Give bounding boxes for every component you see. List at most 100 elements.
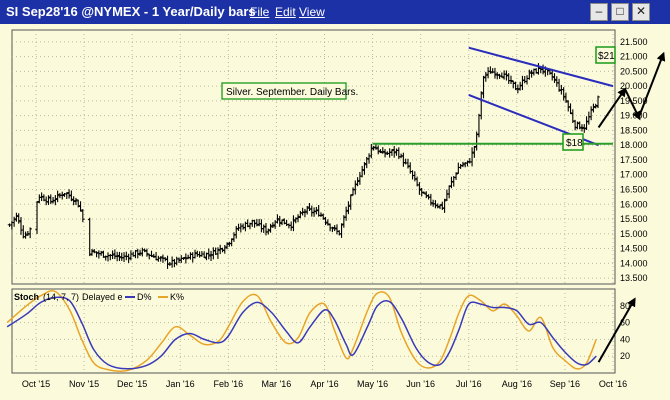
price-bar — [202, 251, 206, 259]
price-bar — [371, 145, 376, 151]
minimize-icon[interactable]: – — [590, 3, 608, 21]
menu-edit[interactable]: Edit — [275, 5, 296, 19]
price-bar — [330, 226, 335, 233]
price-bar — [435, 203, 440, 209]
price-bar — [305, 205, 310, 215]
price-bar — [117, 251, 122, 262]
price-bar — [573, 119, 577, 131]
price-bar — [575, 121, 580, 130]
projection-arrow — [638, 51, 666, 117]
price-bar — [296, 214, 300, 223]
price-bar — [53, 195, 58, 206]
price-bar — [591, 103, 596, 113]
price-bar — [209, 250, 213, 261]
price-bar — [433, 200, 438, 209]
stoch-legend-d: D% — [137, 292, 152, 302]
price-bar — [300, 207, 305, 216]
target-label: $21 — [598, 51, 615, 62]
price-bar — [275, 214, 280, 224]
price-bars — [7, 63, 600, 269]
stoch-legend-delayed: Delayed e — [82, 292, 123, 302]
close-icon[interactable]: ✕ — [632, 3, 650, 21]
stoch-tick-label: 80 — [620, 301, 630, 311]
price-bar — [323, 216, 328, 226]
price-bar — [339, 223, 344, 238]
price-bar — [527, 69, 532, 80]
price-bar — [424, 191, 429, 199]
price-bar — [538, 67, 543, 74]
price-tick-label: 14.000 — [620, 258, 648, 268]
projection-arrow — [624, 88, 641, 121]
price-bar — [484, 71, 488, 82]
price-bar — [225, 242, 229, 250]
stoch-tick-label: 20 — [620, 351, 630, 361]
price-bar — [135, 248, 140, 259]
price-bar — [518, 81, 522, 91]
x-tick-label: Mar '16 — [262, 379, 292, 389]
x-tick-label: May '16 — [357, 379, 388, 389]
price-bar — [360, 165, 364, 178]
price-bar — [584, 116, 589, 130]
price-bar — [353, 180, 358, 195]
price-bar — [222, 244, 227, 254]
x-tick-label: Aug '16 — [502, 379, 532, 389]
price-bar — [81, 209, 85, 223]
price-bar — [184, 253, 188, 264]
price-bar — [429, 193, 433, 206]
price-bar — [474, 131, 479, 151]
price-tick-label: 17.500 — [620, 155, 648, 165]
price-tick-label: 21.000 — [620, 52, 648, 62]
price-bar — [374, 144, 378, 150]
price-bar — [449, 176, 454, 189]
menu-file[interactable]: File — [250, 5, 270, 19]
x-tick-label: Sep '16 — [550, 379, 580, 389]
price-bar — [163, 257, 168, 262]
price-bar — [582, 124, 587, 133]
price-bar — [390, 149, 394, 156]
price-bar — [321, 213, 326, 220]
price-bar — [504, 70, 509, 81]
price-tick-label: 16.000 — [620, 199, 648, 209]
price-bar — [293, 217, 298, 224]
price-bar — [419, 187, 424, 197]
x-tick-label: Jun '16 — [406, 379, 435, 389]
price-bar — [181, 257, 186, 260]
price-bar — [261, 224, 266, 233]
price-tick-label: 21.500 — [620, 37, 648, 47]
target-label-box — [595, 46, 616, 64]
price-bar — [245, 219, 250, 228]
price-bar — [589, 106, 593, 121]
price-bar — [218, 244, 223, 255]
price-bar — [495, 72, 500, 80]
x-tick-label: Oct '15 — [22, 379, 50, 389]
stoch-projection-arrow — [597, 297, 636, 363]
x-tick-label: Nov '15 — [69, 379, 99, 389]
price-bar — [312, 207, 316, 217]
price-bar — [138, 249, 142, 256]
price-bar — [564, 92, 568, 103]
description-label: Silver. September. Daily Bars. — [226, 87, 358, 98]
stoch-params: (14, 7, 7) — [43, 292, 79, 302]
price-bar — [461, 161, 465, 168]
price-bar — [369, 143, 374, 159]
price-tick-label: 15.000 — [620, 229, 648, 239]
maximize-icon[interactable]: □ — [611, 3, 629, 21]
stoch-grid — [12, 289, 615, 373]
menu-view[interactable]: View — [299, 5, 325, 19]
d-line — [6, 296, 597, 370]
price-panel: 13.500 14.000 14.500 15.000 15.500 16.000 16.5… — [7, 29, 666, 285]
price-bar — [406, 158, 410, 169]
stoch-panel: 20 40 60 80 Stoch (14, 7, 7) Delayed e D% K… — [6, 288, 636, 374]
price-bar — [470, 147, 474, 167]
price-bar — [479, 91, 484, 120]
x-axis: Oct '15 Nov '15 Dec '15 Jan '16 Feb '16 Mar '… — [22, 379, 627, 389]
price-bar — [493, 67, 497, 79]
price-bar — [561, 87, 566, 101]
price-bar — [266, 228, 271, 235]
price-bar — [64, 192, 69, 200]
price-bar — [552, 73, 557, 83]
price-tick-label: 18.000 — [620, 140, 648, 150]
price-bar — [413, 171, 417, 182]
title-bar: SI Sep28'16 @NYMEX - 1 Year/Daily bars F… — [0, 0, 670, 24]
